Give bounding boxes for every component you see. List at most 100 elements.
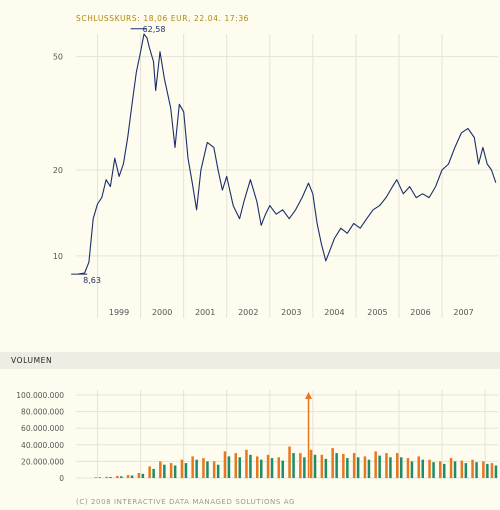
volume-bar [346, 458, 349, 478]
volume-bar [173, 465, 177, 478]
closing-price-header: SCHLUSSKURS: 18,06 EUR, 22.04. 17:36 [76, 14, 250, 23]
x-tick-label: 2006 [410, 308, 430, 317]
volume-bar [191, 456, 194, 478]
volume-bar [277, 457, 280, 479]
volume-bar [342, 453, 345, 478]
volume-title: VOLUMEN [11, 356, 53, 365]
volume-bar [374, 451, 377, 478]
volume-bar [494, 465, 498, 478]
volume-bar [299, 453, 302, 478]
volume-bar [385, 453, 388, 478]
volume-bar [356, 457, 360, 479]
volume-bar [417, 456, 420, 478]
volume-bar [281, 460, 284, 478]
volume-bar [206, 461, 209, 478]
volume-bar [109, 477, 112, 478]
volume-bar [400, 457, 403, 479]
volume-bar [130, 475, 134, 478]
volume-bar [464, 463, 468, 478]
y-tick-label: 10 [53, 252, 63, 261]
volume-bar [227, 456, 231, 478]
volume-bar [378, 455, 381, 478]
volume-bar [471, 459, 474, 478]
volume-bar [320, 454, 324, 478]
volume-bar [449, 458, 453, 478]
price-line [78, 33, 497, 275]
x-tick-label: 2005 [367, 308, 387, 317]
volume-bar [421, 459, 424, 478]
volume-bar [443, 463, 446, 478]
volume-bar [482, 461, 485, 478]
y-tick-label: 0 [59, 474, 64, 483]
y-tick-label: 60.000.000 [21, 424, 64, 433]
low-label: 8,63 [83, 276, 101, 285]
volume-bar [195, 459, 198, 478]
volume-bar [428, 459, 431, 478]
volume-bar [475, 462, 478, 478]
volume-bar [266, 454, 270, 478]
volume-bar [292, 453, 295, 478]
volume-bar [105, 476, 108, 478]
volume-bar [335, 453, 338, 478]
x-tick-label: 2007 [453, 308, 473, 317]
volume-bar [184, 463, 188, 478]
volume-bar [303, 457, 306, 479]
high-label: 62,58 [143, 25, 166, 34]
volume-bar [216, 464, 220, 478]
volume-bar [324, 458, 328, 478]
volume-bar [245, 449, 248, 478]
volume-bar [180, 459, 184, 478]
volume-bar [120, 476, 123, 478]
overflow-arrow-icon [305, 392, 313, 399]
volume-bar [212, 461, 216, 478]
y-tick-label: 20.000.000 [21, 457, 64, 466]
volume-bar [352, 453, 356, 478]
volume-bar [460, 460, 464, 478]
x-tick-label: 2001 [195, 308, 215, 317]
y-tick-label: 50 [53, 53, 63, 62]
volume-bar [238, 457, 241, 479]
volume-bar [453, 461, 457, 478]
volume-bar [363, 456, 367, 478]
volume-bar [249, 454, 252, 478]
price-chart: 1999 2000 2001 2002 2003 2004 2005 2006 2007 10 20… [53, 25, 498, 318]
volume-bar [313, 454, 317, 478]
volume-bar [256, 456, 259, 478]
volume-bar [169, 463, 173, 478]
volume-bar [137, 473, 141, 478]
volume-bar [98, 477, 101, 478]
volume-bar [396, 453, 399, 478]
volume-bar [141, 473, 145, 478]
volume-bar [159, 461, 162, 478]
volume-bar [439, 461, 442, 478]
volume-bar [486, 463, 489, 478]
volume-bar [406, 458, 410, 478]
volume-bar [260, 459, 263, 478]
volume-bar [309, 449, 313, 478]
y-tick-label: 100.000.000 [16, 391, 64, 400]
volume-bar [202, 458, 205, 478]
volume-bar [116, 475, 119, 478]
y-tick-label: 20 [53, 166, 63, 175]
volume-bar [367, 459, 371, 478]
x-tick-label: 2000 [152, 308, 172, 317]
volume-bar [270, 458, 274, 478]
y-tick-label: 80.000.000 [21, 408, 64, 417]
volume-bar [490, 463, 494, 478]
y-tick-label: 40.000.000 [21, 441, 64, 450]
volume-bar [432, 462, 435, 478]
volume-bar [126, 475, 130, 478]
volume-bar [94, 477, 97, 478]
x-tick-label: 2003 [281, 308, 301, 317]
volume-bar [163, 464, 166, 478]
volume-bar [331, 448, 334, 478]
x-tick-label: 2002 [238, 308, 258, 317]
volume-bar [288, 446, 291, 478]
volume-section-header: VOLUMEN [0, 352, 500, 369]
volume-bar [223, 451, 227, 478]
volume-bar [234, 453, 237, 478]
copyright-footer: (C) 2008 INTERACTIVE DATA MANAGED SOLUTI… [76, 498, 296, 506]
volume-bar [410, 461, 414, 478]
volume-bar [148, 466, 151, 478]
x-tick-label: 2004 [324, 308, 344, 317]
